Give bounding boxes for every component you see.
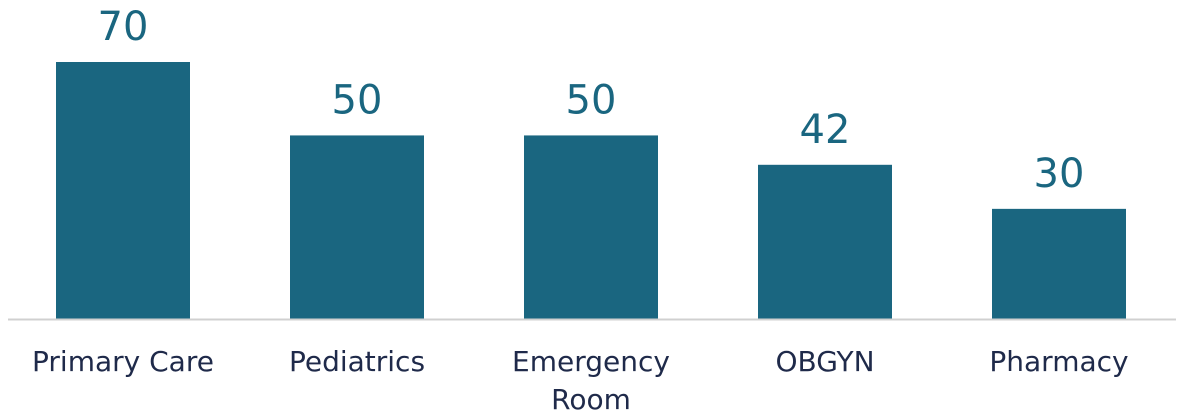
- category-labels-group: Primary Care Pediatrics Emergency Room OBGYN…: [32, 345, 1129, 416]
- value-label: 42: [800, 107, 851, 153]
- category-label-line: OBGYN: [775, 345, 874, 378]
- category-label-line: Room: [551, 383, 631, 416]
- value-label: 30: [1034, 151, 1085, 197]
- category-label: Emergency Room: [512, 345, 670, 416]
- bars-group: [56, 62, 1126, 319]
- category-label: Pediatrics: [289, 345, 425, 378]
- category-label-line: Emergency: [512, 345, 670, 378]
- bar-pediatrics: [290, 135, 424, 319]
- bar-emergency-room: [524, 135, 658, 319]
- bar-obgyn: [758, 164, 892, 319]
- value-label: 50: [566, 77, 617, 123]
- value-label: 50: [332, 77, 383, 123]
- category-label-line: Primary Care: [32, 345, 214, 378]
- value-label: 70: [98, 4, 149, 50]
- value-labels-group: 70 50 50 42 30: [98, 4, 1085, 197]
- bar-primary-care: [56, 62, 190, 319]
- category-label: Pharmacy: [989, 345, 1128, 378]
- category-label-line: Pharmacy: [989, 345, 1128, 378]
- category-label: Primary Care: [32, 345, 214, 378]
- category-label: OBGYN: [775, 345, 874, 378]
- category-label-line: Pediatrics: [289, 345, 425, 378]
- bar-pharmacy: [992, 208, 1126, 319]
